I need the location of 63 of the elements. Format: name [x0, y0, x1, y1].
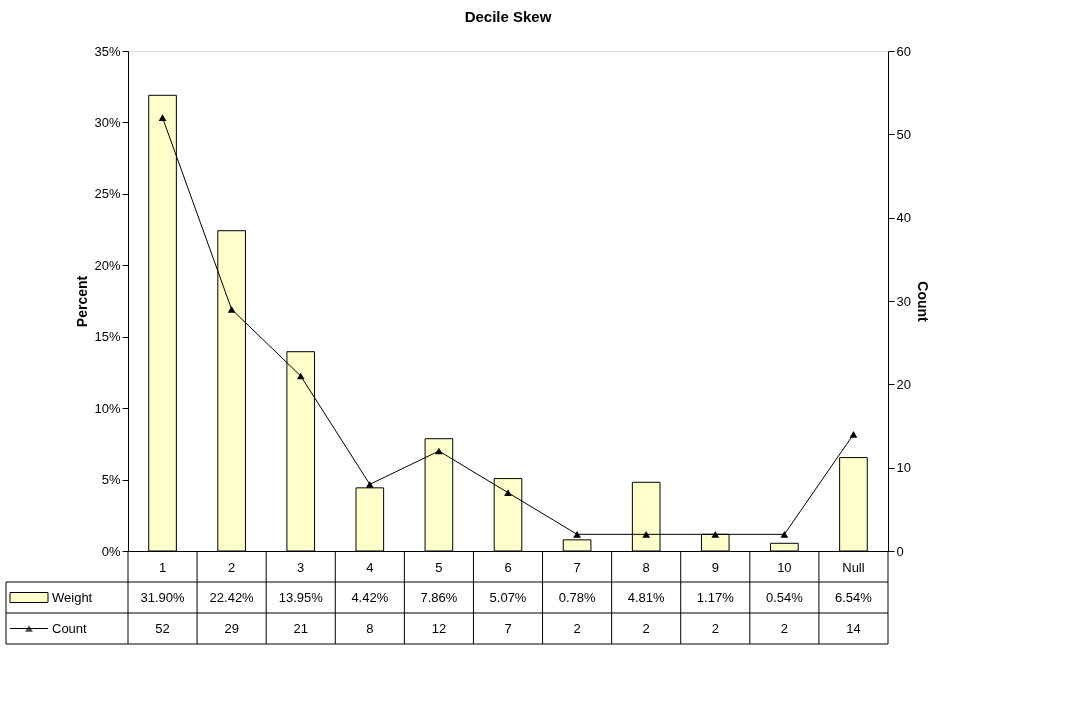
data-label: 4.81% [627, 589, 666, 605]
y2-tick-label: 0 [896, 543, 904, 559]
x-tick-label: 2 [228, 559, 236, 575]
x-tick-label: 8 [642, 559, 650, 575]
data-label: 1.17% [696, 589, 735, 605]
x-tick-label: 10 [777, 559, 792, 575]
y2-axis-title: Count [914, 281, 931, 323]
y2-tick-label: 20 [896, 376, 911, 392]
point [504, 489, 512, 497]
data-label: 12 [431, 620, 447, 636]
y2-tick-label: 60 [896, 43, 911, 59]
x-tick-label: 7 [573, 559, 581, 575]
point [158, 114, 167, 122]
data-label: 6.54% [835, 589, 873, 605]
data-label: 0.54% [765, 589, 804, 605]
y-tick-label: 35% [94, 43, 121, 59]
data-label: 7 [504, 620, 512, 636]
data-label: 22.42% [209, 589, 255, 605]
data-label: 2 [780, 620, 788, 636]
point [365, 480, 374, 488]
data-label: 4.42% [351, 589, 389, 605]
y-tick-label: 20% [94, 257, 121, 273]
data-label: 2 [642, 620, 650, 636]
y2-tick-label: 30 [896, 293, 911, 309]
legend-label: Weight [52, 589, 93, 605]
point [573, 530, 581, 538]
data-label: 8 [366, 620, 374, 636]
point [296, 372, 305, 380]
y-tick-label: 10% [94, 400, 121, 416]
y2-tick-label: 10 [896, 460, 911, 476]
data-label: 52 [155, 620, 170, 636]
y2-tick-label: 50 [896, 126, 911, 142]
y-tick-label: 0% [101, 543, 121, 559]
data-label: 29 [224, 620, 239, 636]
x-tick-label: 3 [297, 559, 305, 575]
chart-title: Decile Skew [464, 8, 552, 25]
legend-label: Count [52, 620, 88, 636]
x-tick-label: Null [842, 559, 865, 575]
point [227, 305, 236, 313]
data-label: 2 [573, 620, 581, 636]
data-label: 5.07% [489, 589, 527, 605]
y-axis-title: Percent [74, 275, 91, 328]
x-tick-label: 9 [711, 559, 719, 575]
x-tick-label: 6 [504, 559, 512, 575]
data-label: 21 [293, 620, 308, 636]
x-tick-label: 1 [158, 559, 167, 575]
data-label: 2 [711, 620, 719, 636]
x-tick-label: 4 [366, 559, 374, 575]
x-tick-label: 5 [435, 559, 443, 575]
y-tick-label: 25% [94, 186, 121, 202]
data-label: 13.95% [278, 589, 324, 605]
y-tick-label: 30% [94, 114, 121, 130]
point [642, 530, 651, 538]
data-label: 0.78% [558, 589, 596, 605]
data-label: 14 [846, 620, 861, 636]
y-tick-label: 5% [101, 472, 121, 488]
y-tick-label: 15% [94, 329, 121, 345]
point [711, 530, 720, 538]
data-label: 31.90% [140, 589, 186, 605]
y2-tick-label: 40 [896, 210, 911, 226]
point [780, 530, 789, 538]
point [849, 430, 858, 438]
data-label: 7.86% [420, 589, 458, 605]
